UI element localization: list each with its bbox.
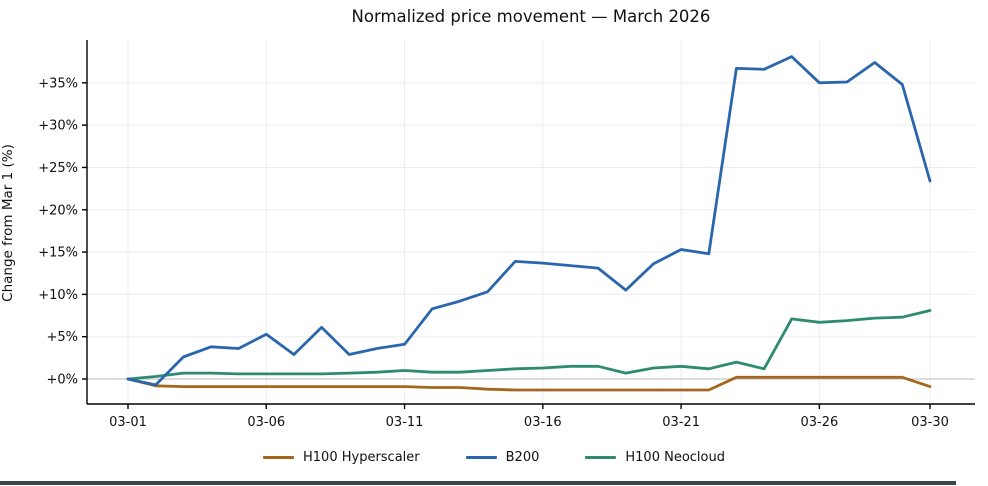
chart-title: Normalized price movement — March 2026 [351,7,711,26]
series-line-h100-hyperscaler [126,375,932,392]
x-tick-label: 03-11 [386,415,424,430]
y-tick-label: +20% [38,203,78,218]
y-tick-labels: +0% +5% +10% +15% +20% +25% +30% +35% [38,76,87,388]
x-tick-label: 03-21 [662,415,700,430]
x-tick-label: 03-30 [911,415,949,430]
legend-label: B200 [505,450,540,465]
series-line-h100-neocloud [126,309,932,381]
y-tick-label: +25% [38,161,78,176]
y-tick-label: +15% [38,246,78,261]
x-gridlines [127,40,931,404]
x-tick-label: 03-26 [800,415,838,430]
y-tick-label: +10% [38,288,78,303]
x-tick-labels: 03-01 03-06 03-11 03-16 03-21 03-26 03-30 [109,404,949,430]
legend-label: H100 Neocloud [625,450,725,465]
chart-legend: H100 Hyperscaler B200 H100 Neocloud [0,450,988,465]
legend-item-h100-hyperscaler: H100 Hyperscaler [263,450,420,465]
series-line-b200 [126,55,932,387]
x-tick-label: 03-16 [524,415,562,430]
y-gridlines [87,82,975,380]
legend-item-h100-neocloud: H100 Neocloud [585,450,725,465]
x-tick-label: 03-01 [109,415,147,430]
legend-label: H100 Hyperscaler [303,450,420,465]
y-tick-label: +5% [46,330,78,345]
y-tick-label: +30% [38,119,78,134]
legend-swatch [263,456,294,459]
x-tick-label: 03-06 [247,415,285,430]
legend-item-b200: B200 [465,450,540,465]
y-tick-label: +0% [46,373,78,388]
y-tick-label: +35% [38,76,78,91]
legend-swatch [465,456,497,459]
legend-swatch [585,456,617,459]
footer-bar [0,481,956,485]
